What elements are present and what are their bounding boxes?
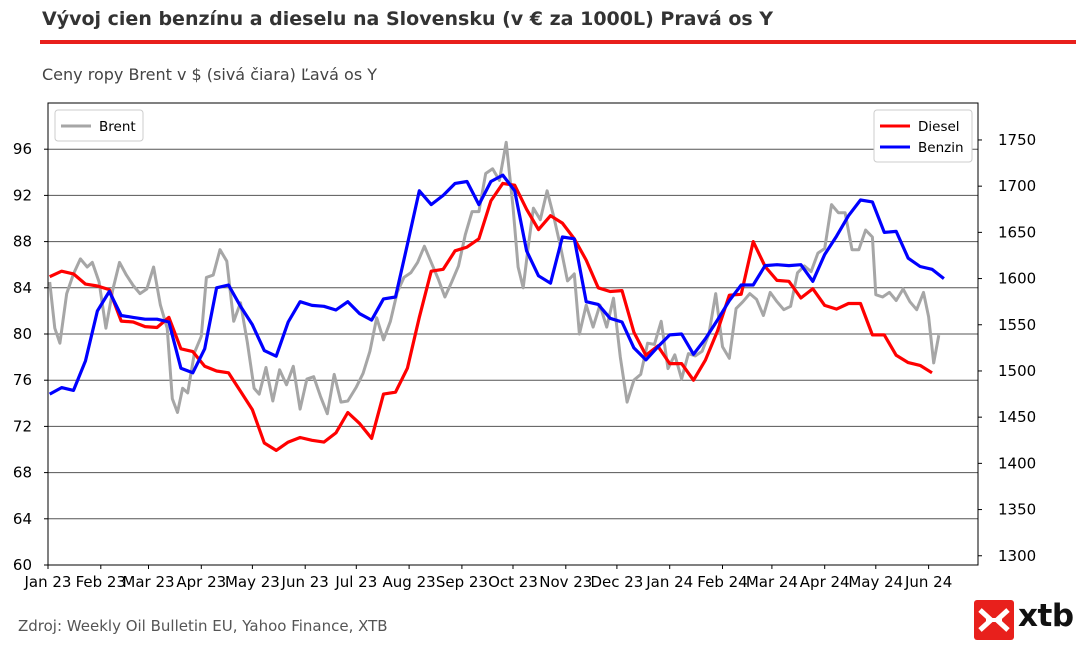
line-chart: 60 64 68 72 76 80 84 88 92 96 1300 1350 1400 1450 1500… [13,102,1036,591]
series-line-brent [48,140,941,416]
legend-label-diesel: Diesel [918,119,960,135]
y-left-tick-label: 76 [13,371,32,389]
y-left-tick-label: 68 [13,464,32,482]
y-left-tick-label: 60 [13,556,32,574]
legend-box [873,109,973,163]
y-right-tick-label: 1550 [998,316,1036,334]
y-right-tick-label: 1650 [998,223,1036,241]
title-underline [40,40,1076,44]
series-line-benzin [48,173,945,396]
legend-label-brent: Brent [99,119,136,135]
y-right-tick-label: 1750 [998,131,1036,149]
y-right-tick-label: 1700 [998,177,1036,195]
x-tick-label: Mar 23 [122,573,174,591]
x-tick-label: Dec 23 [590,573,643,591]
y-left-tick-label: 64 [13,510,32,528]
series-lines [48,140,945,452]
x-tick-label: Apr 24 [800,573,850,591]
y-left-tick-label: 72 [13,417,32,435]
y-right-tick-label: 1300 [998,547,1036,565]
y-right-tick-label: 1600 [998,270,1036,288]
x-tick-label: Feb 24 [697,573,747,591]
y-left-tick-label: 88 [13,233,32,251]
x-tick-label: Mar 24 [746,573,798,591]
y-left-tick-label: 80 [13,325,32,343]
legend-label-benzin: Benzin [918,140,964,156]
y-right-tick-label: 1450 [998,408,1036,426]
series-line-diesel [49,181,933,452]
x-tick-label: Sep 23 [436,573,488,591]
x-tick-label: Aug 23 [383,573,436,591]
x-tick-label: Nov 23 [539,573,592,591]
y-right-tick-label: 1500 [998,362,1036,380]
x-tick-label: May 23 [225,573,280,591]
chart-subtitle: Ceny ropy Brent v $ (sivá čiara) Ľavá os… [42,65,378,84]
y-left-tick-label: 92 [13,186,32,204]
y-left-tick-label: 96 [13,140,32,158]
x-tick-label: Jun 23 [281,573,329,591]
x-tick-label: Jun 24 [904,573,952,591]
chart-title: Vývoj cien benzínu a dieselu na Slovensk… [42,8,774,30]
legend-right: Diesel Benzin [873,109,973,163]
x-tick-label: Jul 23 [334,573,377,591]
y-right-tick-label: 1350 [998,501,1036,519]
legend-box [54,109,144,142]
x-tick-label: May 24 [848,573,903,591]
y-left-tick-label: 84 [13,279,32,297]
axis-ticks: 60 64 68 72 76 80 84 88 92 96 1300 1350 1400 1450 1500… [13,131,1036,591]
xtb-logo-text: xtb [1018,598,1074,634]
x-tick-label: Jan 24 [645,573,693,591]
x-tick-label: Feb 23 [76,573,126,591]
x-tick-label: Apr 23 [176,573,226,591]
x-tick-label: Jan 23 [24,573,72,591]
y-right-tick-label: 1400 [998,454,1036,472]
source-note: Zdroj: Weekly Oil Bulletin EU, Yahoo Fin… [18,617,388,635]
xtb-logo: xtb [974,598,1079,642]
x-tick-label: Oct 23 [488,573,538,591]
xtb-logo-mark [974,600,1014,640]
legend-left: Brent [54,109,144,142]
